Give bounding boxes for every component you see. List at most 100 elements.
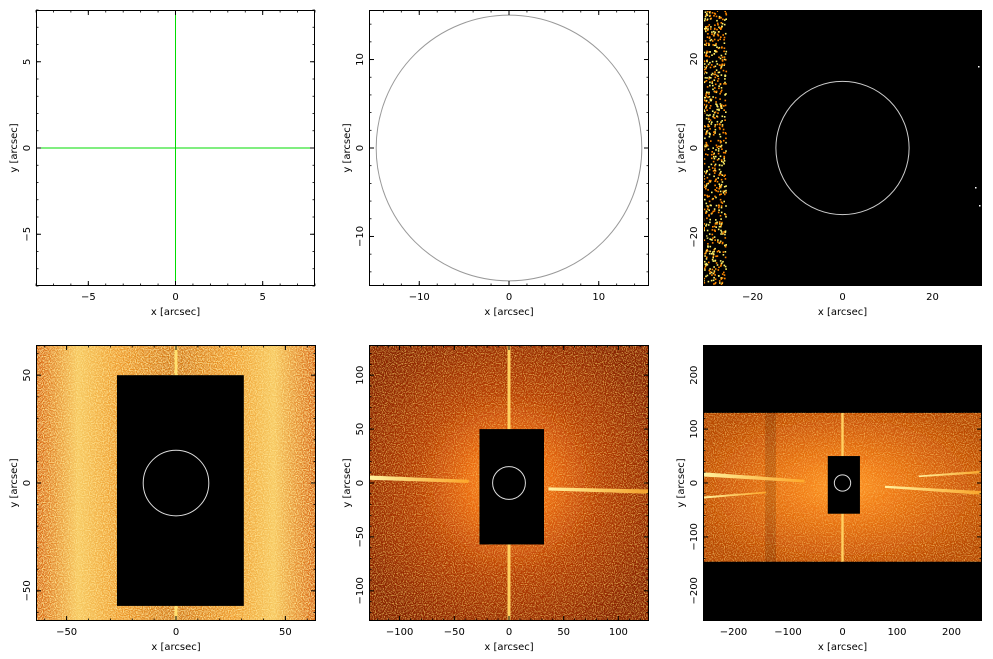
y-tick-label: −20 [689,226,700,247]
noise-pixel [714,76,717,79]
noise-pixel [719,57,722,60]
noise-pixel [716,250,719,253]
noise-pixel [709,238,711,240]
noise-pixel [703,277,706,280]
diffraction-spike [548,487,649,494]
noise-pixel [723,116,726,118]
noise-pixel [718,209,720,211]
noise-pixel [708,195,710,198]
plot-area [36,10,315,286]
noise-pixel [723,231,725,233]
y-tick-label: 50 [22,369,33,382]
noise-pixel [713,111,716,114]
noise-pixel [713,116,715,119]
noise-pixel [707,245,709,247]
noise-pixel [723,58,726,61]
noise-pixel [704,194,706,196]
noise-pixel [724,277,726,280]
noise-pixel [708,135,711,138]
noise-pixel [705,258,708,260]
noise-pixel [723,163,725,165]
noise-pixel [705,92,708,95]
noise-pixel [708,173,711,176]
noise-pixel [721,221,723,224]
noise-pixel [714,91,716,93]
noise-pixel [721,181,724,183]
noise-pixel [719,135,722,138]
y-tick-label: 20 [689,53,700,66]
noise-pixel [724,104,727,107]
noise-pixel [725,191,727,194]
noise-pixel [709,271,712,273]
noise-pixel [719,240,722,243]
noise-pixel [707,182,710,185]
noise-pixel [709,128,711,130]
noise-pixel [716,255,719,257]
noise-pixel [714,24,716,26]
y-tick-label: 50 [355,423,366,436]
noise-pixel [709,10,711,12]
noise-pixel [706,169,708,172]
noise-pixel [717,275,720,277]
diffraction-spike [918,470,982,478]
noise-pixel [720,178,723,181]
noise-pixel [708,215,710,217]
x-tick-label: −100 [774,627,801,638]
noise-pixel [724,94,726,96]
noise-pixel [708,214,710,216]
noise-pixel [710,17,712,20]
noise-pixel [707,224,710,226]
noise-pixel [704,255,706,257]
noise-pixel [716,146,719,149]
diffraction-spike [369,475,469,483]
noise-pixel [705,251,707,253]
noise-pixel [708,269,711,272]
noise-pixel [713,172,716,174]
noise-pixel [706,264,709,266]
noise-pixel [724,251,727,253]
y-tick-label: 0 [689,145,700,151]
noise-pixel [721,160,723,163]
noise-pixel [709,272,711,275]
noise-pixel [721,242,724,245]
aperture-circle [492,466,526,500]
noise-pixel [716,46,718,48]
noise-pixel [724,174,726,176]
noise-pixel [713,229,716,231]
noise-pixel [707,125,709,128]
noise-pixel [714,268,717,270]
plot-area [703,345,982,621]
noise-pixel [718,126,721,129]
noise-pixel [708,261,710,264]
noise-pixel [715,74,718,77]
noise-pixel [708,101,710,104]
noise-pixel [723,160,726,162]
noise-pixel [709,105,712,107]
noise-pixel [704,96,707,99]
x-tick-label: 50 [279,627,292,638]
noise-pixel [714,50,716,52]
noise-pixel [718,174,720,176]
noise-pixel [712,114,715,116]
noise-pixel [725,18,727,20]
noise-pixel [712,30,715,33]
y-axis-label: y [arcsec] [342,123,353,172]
noise-pixel [709,221,711,224]
noise-pixel [703,170,705,173]
noise-pixel [714,71,716,73]
noise-pixel [708,91,710,94]
noise-pixel [724,193,726,196]
noise-pixel [704,253,706,255]
noise-pixel [713,28,716,30]
noise-pixel [724,75,726,77]
noise-pixel [710,204,712,207]
noise-pixel [703,282,706,284]
noise-pixel [718,26,720,29]
noise-pixel [706,154,709,156]
noise-pixel [711,80,714,83]
noise-pixel [713,283,715,285]
noise-pixel [703,260,706,263]
noise-pixel [724,78,726,80]
aperture-circle [833,474,852,492]
noise-pixel [705,30,707,33]
